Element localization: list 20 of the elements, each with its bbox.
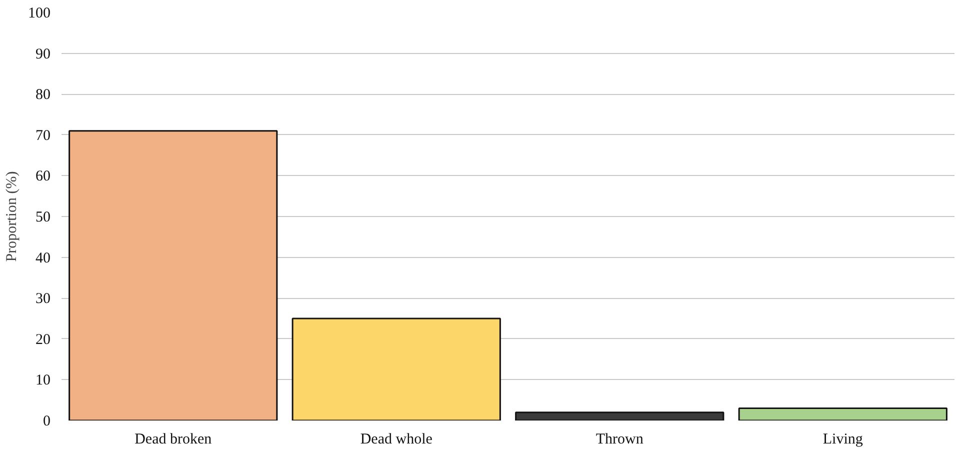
x-tick-label: Living — [822, 432, 864, 448]
x-tick-label: Dead whole — [360, 432, 433, 448]
y-tick-label: 10 — [36, 372, 50, 389]
y-tick-label: 80 — [36, 87, 50, 104]
y-tick-label: 90 — [36, 46, 50, 62]
y-tick-label: 40 — [36, 250, 50, 266]
y-tick-label: 100 — [28, 6, 50, 22]
y-tick-label: 20 — [36, 332, 50, 348]
y-tick-label: 70 — [36, 128, 50, 144]
y-tick-label: 0 — [43, 414, 50, 430]
bar — [515, 412, 724, 420]
x-tick-label: Thrown — [596, 432, 644, 448]
x-tick-label: Dead broken — [134, 432, 212, 448]
y-axis-title: Proportion (%) — [4, 171, 20, 262]
y-tick-label: 60 — [36, 168, 50, 185]
y-tick-label: 50 — [36, 210, 50, 226]
bar — [68, 130, 278, 420]
bar — [738, 408, 948, 420]
y-tick-label: 30 — [36, 291, 50, 308]
bar — [292, 318, 501, 420]
